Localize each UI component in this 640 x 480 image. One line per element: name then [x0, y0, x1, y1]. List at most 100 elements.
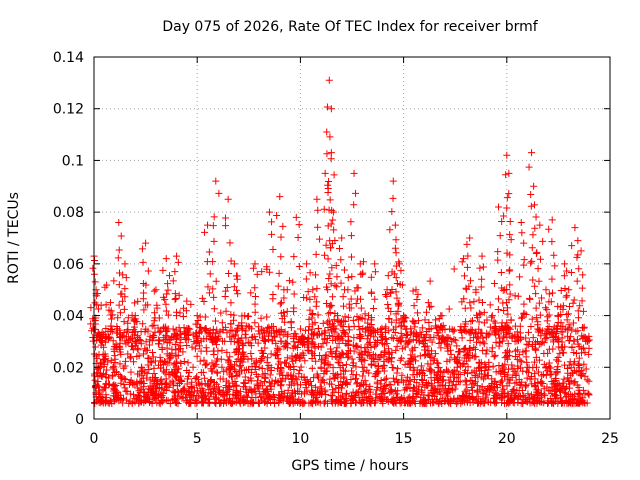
- data-point: [527, 202, 535, 210]
- data-point: [479, 334, 487, 342]
- data-point: [136, 398, 144, 406]
- data-point: [115, 281, 123, 289]
- data-point: [193, 333, 201, 341]
- data-point: [211, 317, 219, 325]
- data-point: [520, 239, 528, 247]
- data-point: [91, 376, 99, 384]
- data-point: [341, 367, 349, 375]
- data-point: [395, 299, 403, 307]
- data-point: [223, 284, 231, 292]
- data-point: [545, 311, 553, 319]
- data-point: [257, 314, 265, 322]
- data-point: [438, 373, 446, 381]
- data-point: [239, 339, 247, 347]
- data-point: [381, 382, 389, 390]
- data-point: [540, 385, 548, 393]
- data-point: [321, 386, 329, 394]
- data-point: [226, 364, 234, 372]
- data-point: [467, 326, 475, 334]
- data-point: [583, 337, 591, 345]
- data-point: [444, 367, 452, 375]
- data-point: [403, 373, 411, 381]
- data-point: [98, 334, 106, 342]
- data-point: [102, 380, 110, 388]
- data-point: [525, 328, 533, 336]
- data-point: [525, 369, 533, 377]
- data-point: [395, 337, 403, 345]
- data-point: [135, 391, 143, 399]
- data-point: [197, 337, 205, 345]
- data-point: [333, 273, 341, 281]
- data-point: [239, 396, 247, 404]
- data-point: [325, 177, 333, 185]
- data-point: [532, 314, 540, 322]
- data-point: [128, 399, 136, 407]
- data-point: [338, 384, 346, 392]
- data-point: [257, 393, 265, 401]
- data-point: [300, 293, 308, 301]
- data-point: [407, 328, 415, 336]
- data-point: [477, 283, 485, 291]
- data-point: [542, 371, 550, 379]
- data-point: [336, 364, 344, 372]
- data-point: [443, 357, 451, 365]
- data-point: [152, 286, 160, 294]
- data-point: [506, 395, 514, 403]
- data-point: [514, 292, 522, 300]
- data-point: [404, 331, 412, 339]
- data-point: [95, 389, 103, 397]
- data-point: [174, 258, 182, 266]
- data-point: [294, 387, 302, 395]
- data-point: [240, 379, 248, 387]
- data-point: [322, 352, 330, 360]
- data-point: [117, 374, 125, 382]
- data-point: [191, 375, 199, 383]
- data-point: [161, 369, 169, 377]
- data-point: [548, 275, 556, 283]
- data-point: [200, 297, 208, 305]
- data-point: [234, 326, 242, 334]
- data-point: [300, 351, 308, 359]
- data-point: [388, 268, 396, 276]
- data-point: [560, 272, 568, 280]
- data-point: [352, 189, 360, 197]
- data-point: [433, 375, 441, 383]
- data-point: [491, 399, 499, 407]
- data-point: [461, 327, 469, 335]
- data-point: [494, 305, 502, 313]
- data-point: [144, 267, 152, 275]
- data-point: [131, 315, 139, 323]
- data-point: [321, 169, 329, 177]
- data-point: [117, 372, 125, 380]
- data-point: [209, 258, 217, 266]
- data-point: [386, 226, 394, 234]
- data-point: [110, 365, 118, 373]
- data-point: [241, 373, 249, 381]
- data-point: [414, 386, 422, 394]
- data-point: [175, 365, 183, 373]
- data-point: [351, 399, 359, 407]
- data-point: [234, 290, 242, 298]
- data-point: [506, 231, 514, 239]
- data-point: [337, 370, 345, 378]
- data-point: [468, 326, 476, 334]
- data-point: [377, 326, 385, 334]
- data-point: [178, 377, 186, 385]
- data-point: [255, 390, 263, 398]
- data-point: [312, 250, 320, 258]
- data-point: [258, 268, 266, 276]
- data-point: [565, 398, 573, 406]
- data-point: [502, 299, 510, 307]
- data-point: [277, 327, 285, 335]
- data-point: [91, 383, 99, 391]
- data-point: [327, 244, 335, 252]
- data-point: [412, 336, 420, 344]
- data-point: [158, 345, 166, 353]
- data-point: [319, 340, 327, 348]
- data-point: [360, 368, 368, 376]
- data-point: [210, 293, 218, 301]
- data-point: [506, 266, 514, 274]
- data-point: [448, 325, 456, 333]
- data-point: [329, 293, 337, 301]
- data-point: [172, 399, 180, 407]
